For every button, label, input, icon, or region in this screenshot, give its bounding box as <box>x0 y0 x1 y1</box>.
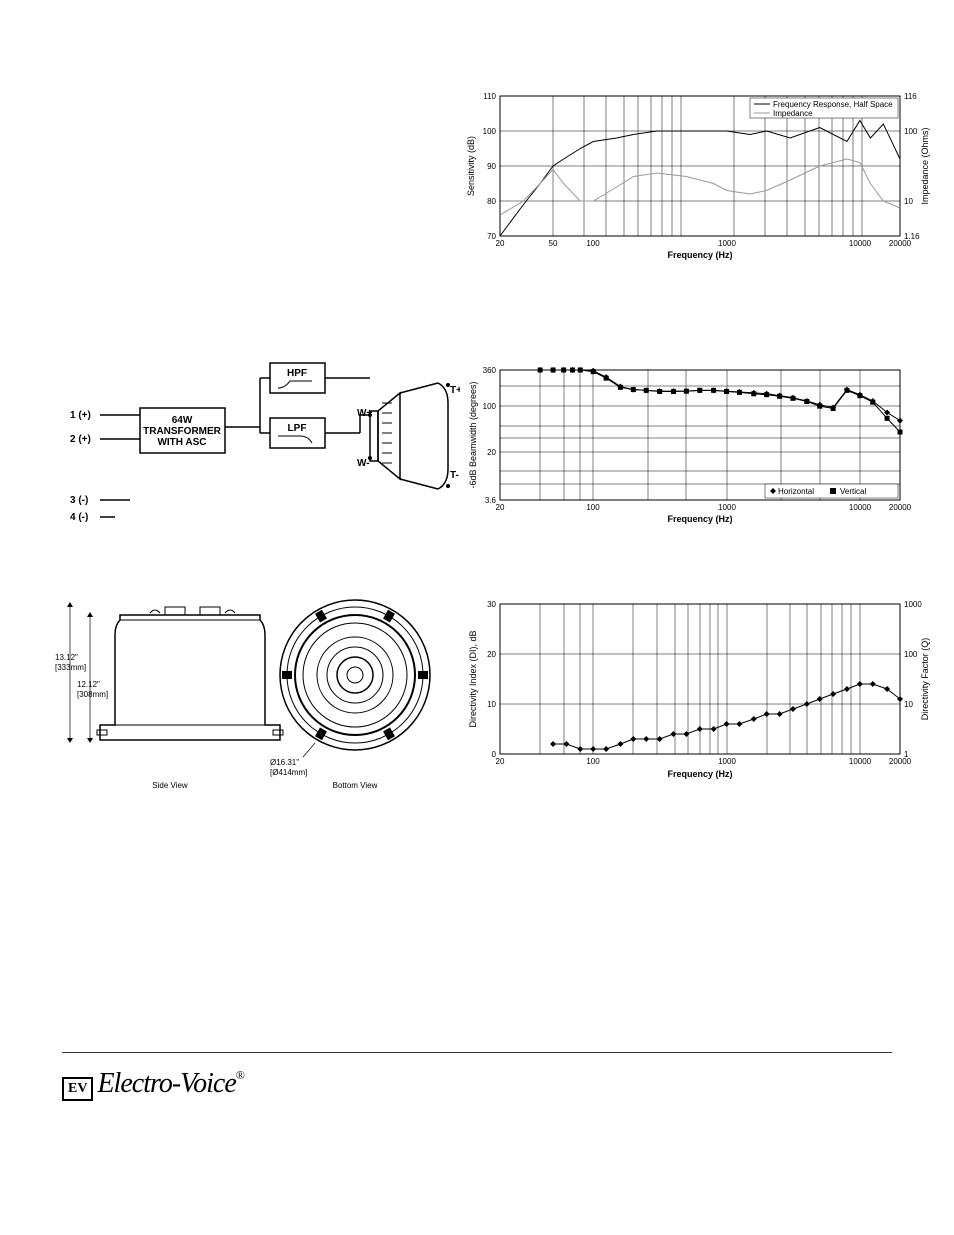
svg-text:12.12": 12.12" <box>77 680 100 689</box>
svg-text:360: 360 <box>483 366 497 375</box>
svg-text:100: 100 <box>483 127 497 136</box>
svg-text:1000: 1000 <box>718 239 736 248</box>
svg-text:Horizontal: Horizontal <box>778 487 814 496</box>
svg-text:100: 100 <box>904 127 918 136</box>
svg-text:1000: 1000 <box>718 503 736 512</box>
bottom-view-label: Bottom View <box>333 781 378 790</box>
svg-text:Vertical: Vertical <box>840 487 866 496</box>
svg-text:4 (-): 4 (-) <box>70 512 88 523</box>
svg-text:10: 10 <box>904 700 913 709</box>
svg-text:[333mm]: [333mm] <box>55 663 86 672</box>
svg-text:20000: 20000 <box>889 503 912 512</box>
svg-text:116: 116 <box>904 92 917 101</box>
svg-text:30: 30 <box>487 600 496 609</box>
datasheet-page: 110 100 90 80 70 116 100 10 1.16 20 50 1… <box>0 0 954 1235</box>
logo-ev-mark: EV <box>62 1077 93 1101</box>
brand-logo: EV Electro-Voice® <box>62 1068 245 1101</box>
chart1-ylabel-right: Impedance (Ohms) <box>920 127 930 204</box>
svg-text:20: 20 <box>487 448 496 457</box>
chart2-xlabel: Frequency (Hz) <box>667 514 732 524</box>
chart2-ylabel: -6dB Beamwidth (degrees) <box>468 381 478 488</box>
svg-text:100: 100 <box>904 650 918 659</box>
svg-text:1000: 1000 <box>904 600 922 609</box>
frequency-response-chart: 110 100 90 80 70 116 100 10 1.16 20 50 1… <box>460 88 930 263</box>
svg-text:10: 10 <box>904 197 913 206</box>
chart1-ylabel-left: Sensitivity (dB) <box>466 136 476 196</box>
svg-text:1000: 1000 <box>718 757 736 766</box>
svg-text:WITH ASC: WITH ASC <box>157 437 206 448</box>
svg-text:20: 20 <box>496 239 505 248</box>
chart1-xlabel: Frequency (Hz) <box>667 250 732 260</box>
svg-text:[308mm]: [308mm] <box>77 690 108 699</box>
svg-text:HPF: HPF <box>287 368 307 379</box>
svg-text:LPF: LPF <box>288 423 307 434</box>
svg-text:20: 20 <box>496 757 505 766</box>
svg-text:110: 110 <box>483 92 496 101</box>
svg-text:90: 90 <box>487 162 496 171</box>
svg-text:10000: 10000 <box>849 239 872 248</box>
svg-text:10000: 10000 <box>849 503 872 512</box>
svg-text:100: 100 <box>586 757 600 766</box>
beamwidth-chart: 360 100 20 3.6 20 100 1000 10000 20000 F… <box>460 362 930 527</box>
svg-text:W-: W- <box>357 458 370 469</box>
chart3-ylabel-right: Directivity Factor (Q) <box>920 638 930 721</box>
svg-text:2 (+): 2 (+) <box>70 434 91 445</box>
dimension-drawings: 13.12" [333mm] 12.12" [308mm] Side View … <box>55 585 465 810</box>
svg-text:Impedance: Impedance <box>773 109 813 118</box>
side-view-label: Side View <box>152 781 188 790</box>
svg-text:TRANSFORMER: TRANSFORMER <box>143 426 222 437</box>
logo-brand-text: Electro-Voice <box>97 1068 235 1099</box>
svg-text:10000: 10000 <box>849 757 872 766</box>
footer-divider <box>62 1052 892 1053</box>
svg-text:20: 20 <box>487 650 496 659</box>
svg-text:20000: 20000 <box>889 239 912 248</box>
svg-text:80: 80 <box>487 197 496 206</box>
svg-text:T+: T+ <box>450 385 460 396</box>
svg-text:[Ø414mm]: [Ø414mm] <box>270 768 307 777</box>
svg-text:T-: T- <box>450 470 459 481</box>
directivity-chart: 30 20 10 0 1000 100 10 1 20 100 1000 100… <box>460 596 930 781</box>
svg-text:13.12": 13.12" <box>55 653 78 662</box>
svg-text:Frequency Response, Half Space: Frequency Response, Half Space <box>773 100 893 109</box>
svg-text:20: 20 <box>496 503 505 512</box>
svg-text:100: 100 <box>586 503 600 512</box>
svg-text:20000: 20000 <box>889 757 912 766</box>
svg-text:Ø16.31": Ø16.31" <box>270 758 299 767</box>
svg-text:3 (-): 3 (-) <box>70 495 88 506</box>
svg-text:100: 100 <box>483 402 497 411</box>
chart3-xlabel: Frequency (Hz) <box>667 769 732 779</box>
svg-text:50: 50 <box>549 239 558 248</box>
svg-text:10: 10 <box>487 700 496 709</box>
svg-text:100: 100 <box>586 239 600 248</box>
svg-text:64W: 64W <box>172 415 193 426</box>
block-diagram: 1 (+) 2 (+) 3 (-) 4 (-) 64W TRANSFORMER … <box>60 358 460 528</box>
chart3-ylabel-left: Directivity Index (DI), dB <box>468 630 478 727</box>
svg-text:1 (+): 1 (+) <box>70 410 91 421</box>
